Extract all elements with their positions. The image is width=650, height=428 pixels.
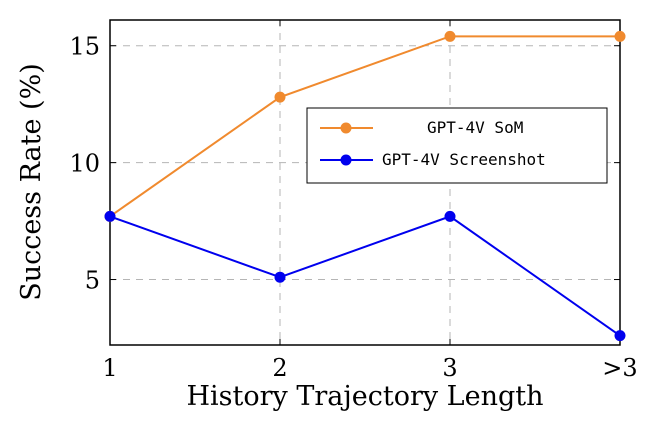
data-point [444,210,456,222]
x-axis-label: History Trajectory Length [186,381,543,412]
data-point [274,91,286,103]
legend-box [306,107,608,184]
series-gpt4v-screenshot [104,210,626,342]
y-tick-label: 5 [85,267,100,295]
data-point [104,210,116,222]
series-line [109,35,620,218]
data-point [274,271,286,283]
x-tick-label: 3 [442,354,457,382]
y-tick-label: 15 [69,33,100,61]
data-point [444,30,456,42]
legend: GPT-4V SoM GPT-4V Screenshot [306,107,608,184]
legend-entry-screenshot: GPT-4V Screenshot [320,150,546,169]
x-tick-label: 2 [272,354,287,382]
legend-label-screenshot: GPT-4V Screenshot [382,150,546,169]
x-axis-ticks: 1 2 3 >3 [102,20,638,382]
plot-area-frame [109,19,621,346]
legend-entry-som: GPT-4V SoM [320,118,523,137]
y-axis-ticks: 5 10 15 [69,33,620,295]
y-axis-label: Success Rate (%) [16,63,47,301]
series [104,30,626,342]
x-tick-label: 1 [102,354,117,382]
legend-swatch-marker-screenshot [340,154,352,166]
series-line [109,215,621,337]
data-point [614,30,626,42]
legend-label-som: GPT-4V SoM [427,118,523,137]
legend-swatch-marker-som [340,122,352,134]
y-tick-label: 10 [69,150,100,178]
data-point [614,330,626,342]
x-tick-label: >3 [602,354,637,382]
